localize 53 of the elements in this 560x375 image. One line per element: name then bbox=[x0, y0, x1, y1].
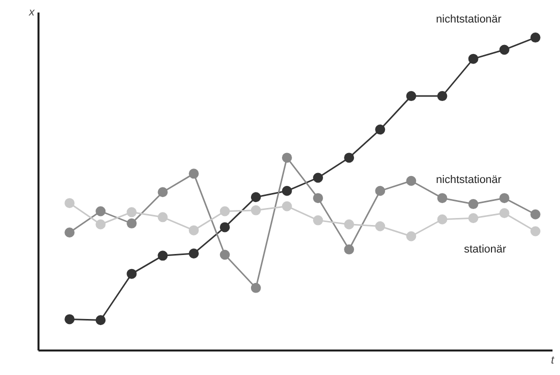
point bbox=[375, 124, 386, 135]
point bbox=[344, 219, 354, 230]
point bbox=[126, 268, 137, 279]
point bbox=[406, 231, 416, 242]
point bbox=[188, 225, 199, 236]
point bbox=[313, 215, 324, 226]
point bbox=[96, 219, 106, 230]
point bbox=[96, 206, 106, 216]
point bbox=[437, 91, 448, 102]
point bbox=[250, 192, 261, 202]
point bbox=[313, 172, 324, 183]
point bbox=[220, 222, 230, 232]
point bbox=[344, 244, 354, 254]
point bbox=[499, 208, 510, 218]
point bbox=[64, 198, 75, 208]
x-axis-title: t bbox=[550, 354, 555, 366]
point bbox=[96, 315, 106, 326]
point bbox=[250, 205, 261, 216]
point bbox=[375, 221, 386, 232]
point bbox=[530, 209, 540, 220]
point bbox=[313, 193, 324, 204]
point bbox=[64, 228, 75, 238]
point bbox=[530, 32, 540, 43]
point bbox=[406, 176, 416, 186]
point bbox=[499, 193, 510, 204]
point bbox=[499, 44, 510, 55]
point bbox=[188, 248, 199, 258]
point bbox=[468, 199, 478, 210]
text: stationär bbox=[464, 243, 507, 256]
point bbox=[126, 218, 137, 228]
point bbox=[220, 206, 230, 216]
y-axis-title: x bbox=[28, 6, 35, 18]
point bbox=[468, 213, 478, 224]
point bbox=[406, 91, 416, 102]
point bbox=[158, 212, 168, 222]
point bbox=[282, 201, 292, 212]
point bbox=[220, 250, 230, 260]
point bbox=[530, 226, 540, 236]
point bbox=[158, 250, 168, 261]
point bbox=[126, 207, 137, 218]
point bbox=[282, 186, 292, 196]
point bbox=[437, 214, 448, 224]
point bbox=[375, 186, 386, 196]
point bbox=[344, 152, 354, 163]
series-label: nichtstationär bbox=[436, 174, 502, 186]
point bbox=[188, 168, 199, 179]
point bbox=[437, 193, 448, 204]
point bbox=[64, 314, 75, 324]
point bbox=[282, 152, 292, 163]
point bbox=[158, 187, 168, 198]
series-label: nichtstationär bbox=[436, 14, 502, 26]
point bbox=[250, 282, 261, 293]
point bbox=[468, 54, 478, 64]
